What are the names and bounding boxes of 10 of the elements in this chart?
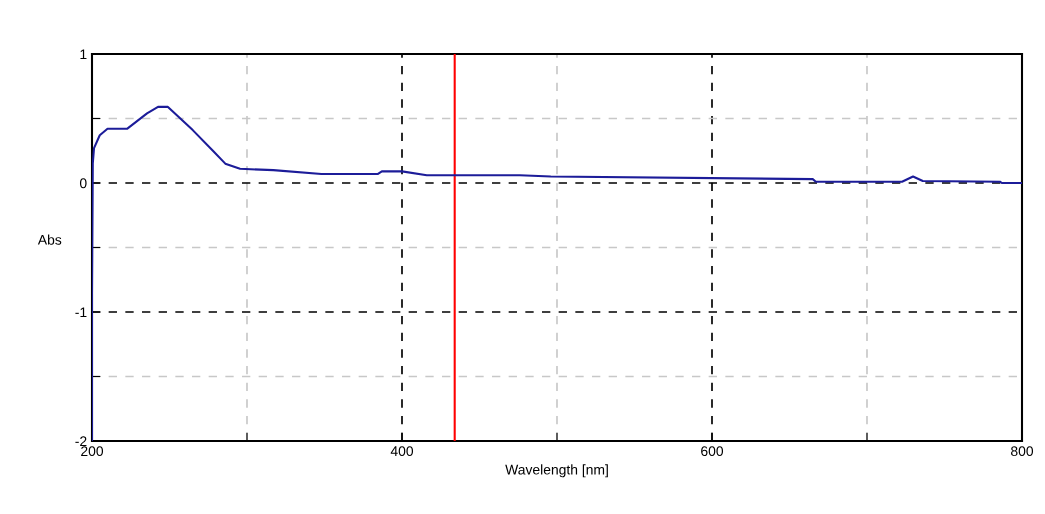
x-tick-label: 600 xyxy=(701,446,724,457)
y-tick-label: 0 xyxy=(79,178,87,189)
y-axis-title: Abs xyxy=(37,234,62,245)
x-axis-title: Wavelength [nm] xyxy=(505,464,608,478)
y-tick-label: -1 xyxy=(75,307,87,318)
x-tick-label: 200 xyxy=(81,446,104,457)
y-tick-label: -2 xyxy=(75,436,87,447)
x-tick-label: 400 xyxy=(390,446,414,457)
x-tick-label: 800 xyxy=(1011,446,1034,457)
y-tick-label: 1 xyxy=(80,49,87,60)
